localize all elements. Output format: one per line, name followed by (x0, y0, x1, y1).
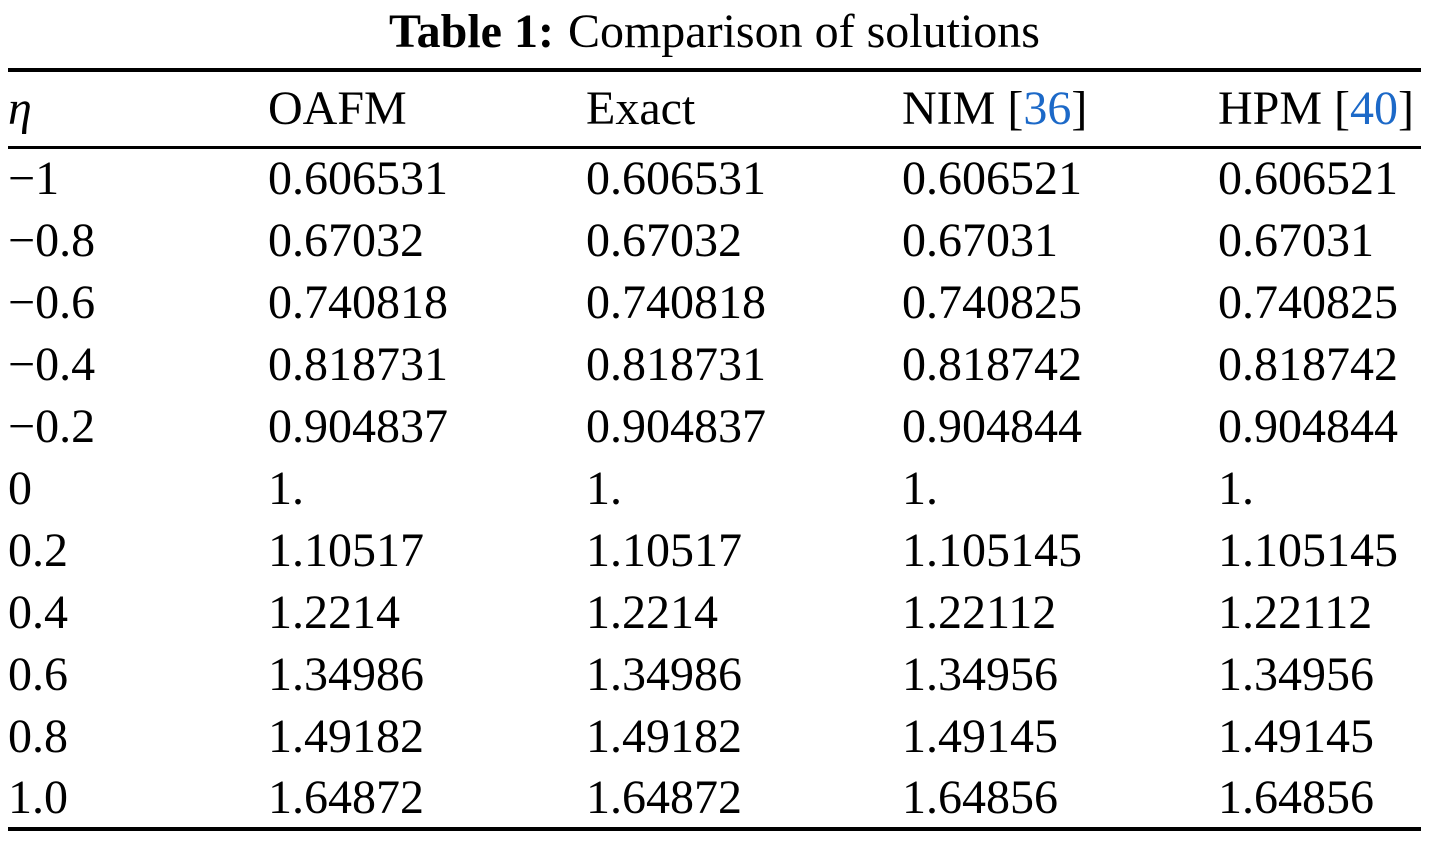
column-label-hpm: HPM (1218, 82, 1323, 136)
table-row: −0.4 0.818731 0.818731 0.818742 0.818742 (8, 333, 1421, 395)
column-header-exact: Exact (586, 70, 902, 147)
cell-nim: 0.818742 (902, 337, 1082, 391)
table-row: 0.6 1.34986 1.34986 1.34956 1.34956 (8, 643, 1421, 705)
cell-eta: 0.6 (8, 647, 68, 701)
column-header-hpm: HPM [40] (1218, 82, 1415, 136)
cell-eta: 0.4 (8, 585, 68, 639)
column-header-oafm: OAFM (268, 70, 586, 147)
cell-hpm: 1.49145 (1218, 709, 1374, 763)
column-header-eta: η (8, 70, 268, 147)
cell-eta: −0.2 (8, 399, 96, 453)
cell-nim: 0.606521 (902, 152, 1082, 206)
cell-exact: 1.49182 (586, 709, 742, 763)
cell-hpm: 1. (1218, 461, 1254, 515)
cell-nim: 1.105145 (902, 523, 1082, 577)
cell-hpm: 0.818742 (1218, 337, 1398, 391)
cell-exact: 0.904837 (586, 399, 766, 453)
cell-exact: 1.64872 (586, 770, 742, 824)
cell-hpm: 1.64856 (1218, 770, 1374, 824)
column-label-eta: η (8, 82, 32, 136)
cell-oafm: 1. (268, 461, 304, 515)
cell-exact: 1.2214 (586, 585, 718, 639)
cell-eta: 0 (8, 461, 32, 515)
cell-oafm: 0.904837 (268, 399, 448, 453)
cell-exact: 1.10517 (586, 523, 742, 577)
table-row: −0.6 0.740818 0.740818 0.740825 0.740825 (8, 271, 1421, 333)
cell-nim: 0.904844 (902, 399, 1082, 453)
cell-oafm: 0.67032 (268, 213, 424, 267)
citation-ref-36[interactable]: 36 (1023, 82, 1072, 136)
cell-nim: 1.22112 (902, 585, 1057, 639)
table-row: 0.4 1.2214 1.2214 1.22112 1.22112 (8, 581, 1421, 643)
cell-oafm: 0.606531 (268, 152, 448, 206)
cell-nim: 1. (902, 461, 938, 515)
cell-oafm: 1.64872 (268, 770, 424, 824)
comparison-table: η OAFM Exact NIM [36] HPM [40] −1 0.606531 0.6… (8, 68, 1421, 831)
cell-eta: 1.0 (8, 770, 68, 824)
cell-nim: 1.64856 (902, 770, 1058, 824)
cell-nim: 1.34956 (902, 647, 1058, 701)
cell-exact: 0.740818 (586, 275, 766, 329)
cell-oafm: 0.740818 (268, 275, 448, 329)
table-row: −0.8 0.67032 0.67032 0.67031 0.67031 (8, 209, 1421, 271)
table-caption: Table 1: Comparison of solutions (0, 0, 1429, 68)
cell-oafm: 1.34986 (268, 647, 424, 701)
cell-hpm: 1.105145 (1218, 523, 1398, 577)
cell-exact: 0.606531 (586, 152, 766, 206)
cell-nim: 0.740825 (902, 275, 1082, 329)
table-caption-text: Comparison of solutions (567, 5, 1040, 58)
cell-oafm: 1.10517 (268, 523, 424, 577)
table-row: −1 0.606531 0.606531 0.606521 0.606521 (8, 147, 1421, 209)
table-row: −0.2 0.904837 0.904837 0.904844 0.904844 (8, 395, 1421, 457)
cell-oafm: 0.818731 (268, 337, 448, 391)
cell-eta: −1 (8, 152, 60, 206)
cell-oafm: 1.49182 (268, 709, 424, 763)
table-row: 1.0 1.64872 1.64872 1.64856 1.64856 (8, 767, 1421, 829)
table-row: 0.2 1.10517 1.10517 1.105145 1.105145 (8, 519, 1421, 581)
cell-eta: 0.8 (8, 709, 68, 763)
cell-hpm: 0.904844 (1218, 399, 1398, 453)
cell-hpm: 0.67031 (1218, 213, 1374, 267)
cell-exact: 1.34986 (586, 647, 742, 701)
column-label-exact: Exact (586, 82, 696, 136)
cell-eta: −0.4 (8, 337, 96, 391)
cell-eta: −0.6 (8, 275, 96, 329)
column-label-oafm: OAFM (268, 82, 407, 136)
table-body: −1 0.606531 0.606531 0.606521 0.606521 −0.8 0.… (8, 147, 1421, 829)
cell-hpm: 1.22112 (1218, 585, 1373, 639)
cell-hpm: 0.740825 (1218, 275, 1398, 329)
table-header: η OAFM Exact NIM [36] HPM [40] (8, 70, 1421, 147)
table-row: 0.8 1.49182 1.49182 1.49145 1.49145 (8, 705, 1421, 767)
cell-nim: 1.49145 (902, 709, 1058, 763)
cell-exact: 0.818731 (586, 337, 766, 391)
cell-oafm: 1.2214 (268, 585, 400, 639)
column-label-nim: NIM (902, 82, 996, 136)
cell-exact: 1. (586, 461, 622, 515)
cell-nim: 0.67031 (902, 213, 1058, 267)
cell-exact: 0.67032 (586, 213, 742, 267)
citation-ref-40[interactable]: 40 (1350, 82, 1399, 136)
cell-eta: −0.8 (8, 213, 96, 267)
cell-hpm: 1.34956 (1218, 647, 1374, 701)
table-header-row: η OAFM Exact NIM [36] HPM [40] (8, 70, 1421, 147)
table-caption-label: Table 1: (389, 5, 554, 58)
cell-hpm: 0.606521 (1218, 152, 1398, 206)
table-row: 0 1. 1. 1. 1. (8, 457, 1421, 519)
column-header-nim: NIM [36] (902, 82, 1088, 136)
cell-eta: 0.2 (8, 523, 68, 577)
